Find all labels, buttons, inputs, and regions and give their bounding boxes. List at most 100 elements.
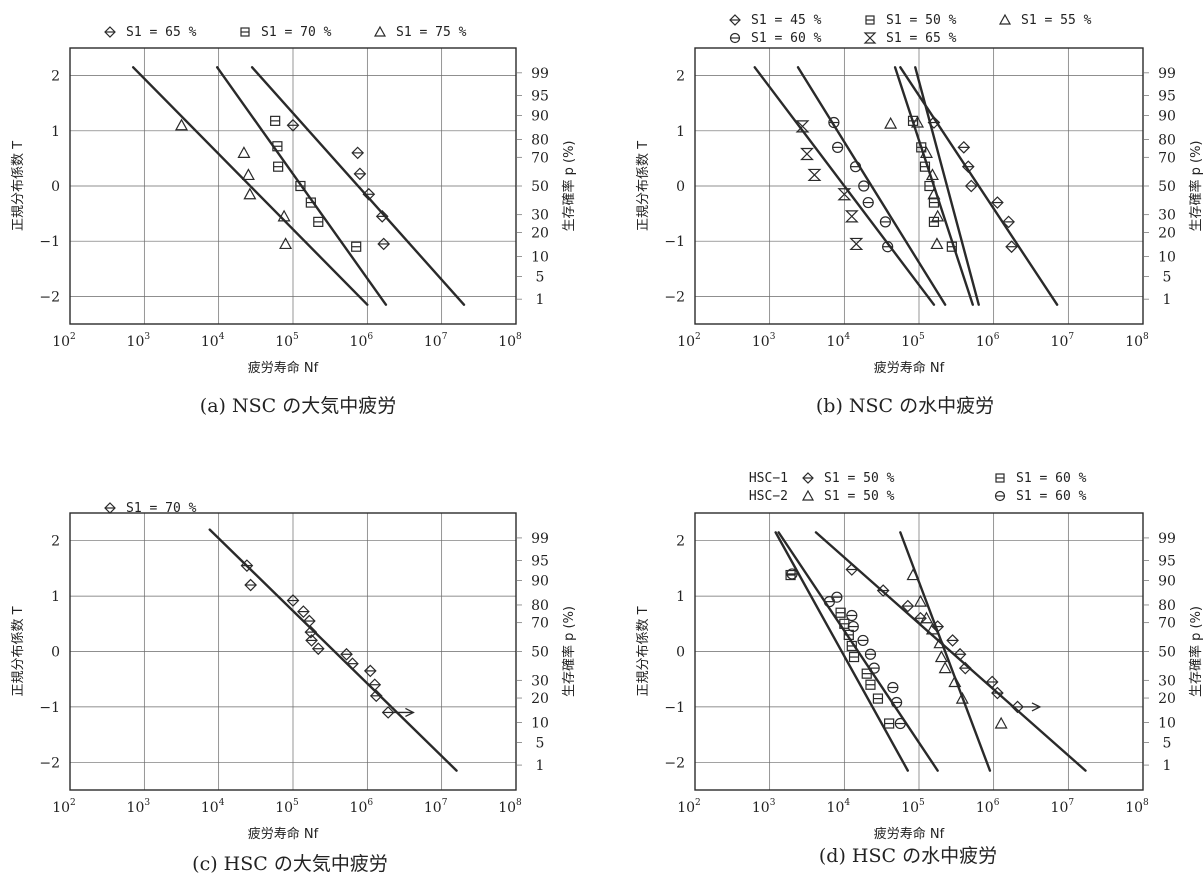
right-tick-label: 30 bbox=[531, 208, 549, 224]
data-point-triangle bbox=[243, 169, 254, 179]
y-tick-label: −2 bbox=[39, 755, 60, 771]
legend-group-label: HSC−2 bbox=[749, 489, 788, 504]
legend-marker-triangle bbox=[803, 491, 813, 500]
x-tick-label: 108 bbox=[1125, 332, 1149, 350]
legend-marker-triangle bbox=[1000, 15, 1010, 24]
y-tick-label: 2 bbox=[676, 534, 685, 550]
chart-panel-d: −2−1012102 103 104 105 106 107 108999590807050… bbox=[636, 471, 1203, 867]
x-tick-label: 104 bbox=[827, 332, 851, 350]
y-tick-label: 2 bbox=[676, 69, 685, 85]
legend-label: S1 = 60 % bbox=[751, 31, 822, 46]
right-tick-label: 90 bbox=[1158, 108, 1176, 124]
right-tick-label: 30 bbox=[1158, 208, 1176, 224]
legend-group-label: HSC−1 bbox=[749, 471, 788, 486]
x-tick-label: 103 bbox=[127, 332, 151, 350]
right-tick-label: 10 bbox=[1158, 250, 1176, 266]
x-tick-label: 106 bbox=[350, 332, 374, 350]
y-axis-label-right: 生存確率 p (%) bbox=[561, 140, 577, 231]
right-tick-label: 5 bbox=[536, 735, 545, 751]
legend-label: S1 = 60 % bbox=[1016, 489, 1087, 504]
x-tick-label: 105 bbox=[901, 332, 925, 350]
y-axis-label-left: 正規分布係数 T bbox=[11, 141, 26, 231]
y-axis-label-right: 生存確率 p (%) bbox=[1188, 606, 1203, 697]
x-tick-label: 104 bbox=[201, 332, 225, 350]
x-tick-label: 104 bbox=[201, 798, 225, 816]
legend-label: S1 = 50 % bbox=[886, 13, 957, 28]
y-axis-label-left: 正規分布係数 T bbox=[636, 606, 651, 696]
right-tick-label: 50 bbox=[531, 179, 549, 195]
x-tick-label: 106 bbox=[350, 798, 374, 816]
x-tick-label: 102 bbox=[52, 332, 76, 350]
x-tick-label: 104 bbox=[827, 798, 851, 816]
y-tick-label: 1 bbox=[676, 589, 685, 605]
right-tick-label: 1 bbox=[1163, 758, 1172, 774]
x-tick-label: 103 bbox=[752, 332, 776, 350]
right-tick-label: 1 bbox=[536, 758, 545, 774]
y-tick-label: 0 bbox=[676, 645, 685, 661]
x-axis-label: 疲労寿命 Nf bbox=[874, 360, 945, 376]
right-tick-label: 80 bbox=[531, 598, 549, 614]
legend-marker-hourglass bbox=[865, 33, 875, 43]
x-tick-label: 102 bbox=[677, 332, 701, 350]
data-point-hourglass bbox=[809, 169, 820, 180]
x-tick-label: 108 bbox=[1125, 798, 1149, 816]
right-tick-label: 80 bbox=[1158, 598, 1176, 614]
right-tick-label: 70 bbox=[531, 616, 549, 632]
right-tick-label: 70 bbox=[1158, 616, 1176, 632]
x-tick-label: 102 bbox=[677, 798, 701, 816]
y-axis-label-right: 生存確率 p (%) bbox=[561, 606, 577, 697]
right-tick-label: 5 bbox=[1163, 735, 1172, 751]
x-tick-label: 107 bbox=[1051, 332, 1075, 350]
x-tick-label: 106 bbox=[976, 332, 1000, 350]
right-tick-label: 20 bbox=[1158, 225, 1176, 241]
right-tick-label: 90 bbox=[1158, 574, 1176, 590]
data-point-hourglass bbox=[846, 211, 857, 222]
x-tick-label: 107 bbox=[424, 798, 448, 816]
right-tick-label: 1 bbox=[536, 292, 545, 308]
right-tick-label: 30 bbox=[1158, 673, 1176, 689]
chart-caption: (a) NSC の大気中疲労 bbox=[200, 395, 396, 417]
right-tick-label: 95 bbox=[1158, 554, 1176, 570]
data-point-triangle bbox=[238, 147, 249, 157]
right-tick-label: 99 bbox=[531, 66, 549, 82]
right-tick-label: 99 bbox=[1158, 66, 1176, 82]
legend-label: S1 = 70 % bbox=[261, 25, 332, 40]
legend-label: S1 = 65 % bbox=[126, 25, 197, 40]
y-tick-label: 0 bbox=[51, 645, 60, 661]
right-tick-label: 5 bbox=[536, 270, 545, 286]
x-tick-label: 103 bbox=[127, 798, 151, 816]
x-tick-label: 106 bbox=[976, 798, 1000, 816]
right-tick-label: 90 bbox=[531, 108, 549, 124]
x-tick-label: 103 bbox=[752, 798, 776, 816]
y-axis-label-left: 正規分布係数 T bbox=[636, 141, 651, 231]
right-tick-label: 95 bbox=[531, 88, 549, 104]
right-tick-label: 95 bbox=[531, 554, 549, 570]
data-point-triangle bbox=[996, 718, 1007, 728]
y-tick-label: 1 bbox=[51, 124, 60, 140]
right-tick-label: 80 bbox=[1158, 133, 1176, 149]
right-tick-label: 95 bbox=[1158, 88, 1176, 104]
x-tick-label: 108 bbox=[498, 798, 522, 816]
right-tick-label: 10 bbox=[531, 250, 549, 266]
legend-label: S1 = 60 % bbox=[1016, 471, 1087, 486]
right-tick-label: 10 bbox=[531, 715, 549, 731]
right-tick-label: 80 bbox=[531, 133, 549, 149]
y-tick-label: 1 bbox=[51, 589, 60, 605]
data-point-hourglass bbox=[802, 148, 813, 159]
chart-caption: (d) HSC の水中疲労 bbox=[819, 845, 997, 867]
legend-label: S1 = 55 % bbox=[1021, 13, 1092, 28]
y-tick-label: −2 bbox=[39, 289, 60, 305]
chart-caption: (b) NSC の水中疲労 bbox=[816, 395, 994, 417]
legend-marker-triangle bbox=[375, 27, 385, 36]
y-tick-label: −1 bbox=[39, 234, 60, 250]
right-tick-label: 30 bbox=[531, 673, 549, 689]
right-tick-label: 20 bbox=[1158, 691, 1176, 707]
x-tick-label: 107 bbox=[424, 332, 448, 350]
y-tick-label: −2 bbox=[664, 755, 685, 771]
right-tick-label: 70 bbox=[1158, 150, 1176, 166]
x-tick-label: 105 bbox=[275, 332, 299, 350]
y-tick-label: −1 bbox=[664, 700, 685, 716]
